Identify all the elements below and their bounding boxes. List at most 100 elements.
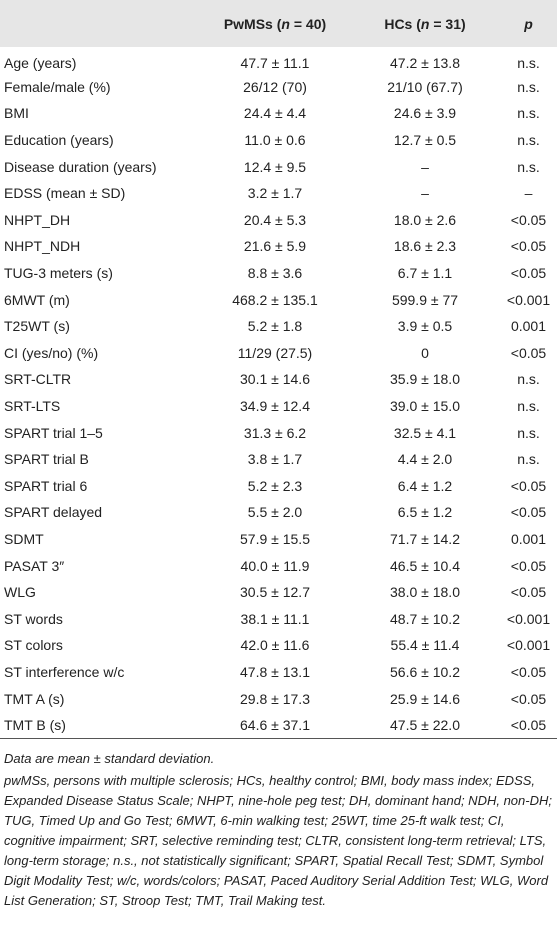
- cell: <0.05: [510, 211, 547, 228]
- table-row: SDMT 57.9 ± 15.5 71.7 ± 14.2 0.001: [0, 526, 557, 553]
- cell: 8.8 ± 3.6: [247, 265, 303, 282]
- cell: 32.5 ± 4.1: [393, 424, 457, 441]
- cell: 6.7 ± 1.1: [397, 265, 453, 282]
- row-label: TMT A (s): [4, 690, 65, 707]
- cell: n.s.: [517, 451, 540, 468]
- cell: 0: [421, 344, 429, 361]
- row-label: WLG: [4, 584, 36, 601]
- row-label: TMT B (s): [4, 716, 66, 733]
- cell: <0.05: [510, 238, 547, 255]
- cell: –: [524, 185, 533, 202]
- cell: 21/10 (67.7): [387, 78, 463, 95]
- cell: 64.6 ± 37.1: [240, 716, 310, 733]
- table-row: SPART trial 1–5 31.3 ± 6.2 32.5 ± 4.1 n.s.: [0, 419, 557, 446]
- table-row: SPART trial B 3.8 ± 1.7 4.4 ± 2.0 n.s.: [0, 446, 557, 473]
- cell: 11.0 ± 0.6: [244, 132, 306, 149]
- row-label: T25WT (s): [4, 318, 70, 335]
- row-label: SRT-LTS: [4, 398, 61, 415]
- table-row: NHPT_NDH 21.6 ± 5.9 18.6 ± 2.3 <0.05: [0, 233, 557, 260]
- cell: 56.6 ± 10.2: [390, 663, 460, 680]
- table-row: CI (yes/no) (%) 11/29 (27.5) 0 <0.05: [0, 340, 557, 367]
- row-label: SPART trial 1–5: [4, 424, 103, 441]
- table-row: 6MWT (m) 468.2 ± 135.1 599.9 ± 77 <0.001: [0, 286, 557, 313]
- row-label: BMI: [4, 105, 29, 122]
- footnotes: Data are mean ± standard deviation. pwMSs…: [0, 739, 557, 911]
- table-header: PwMSs (n = 40) HCs (n = 31) p: [0, 0, 557, 47]
- header-text: n: [281, 15, 290, 32]
- cell: 21.6 ± 5.9: [243, 238, 307, 255]
- cell: 599.9 ± 77: [391, 291, 459, 308]
- header-cell: p: [500, 0, 557, 47]
- table-row: SRT-LTS 34.9 ± 12.4 39.0 ± 15.0 n.s.: [0, 393, 557, 420]
- header-text: = 31): [429, 15, 466, 32]
- cell: 47.7 ± 11.1: [240, 54, 310, 71]
- header-cell: HCs (n = 31): [350, 0, 500, 47]
- row-label: SPART trial 6: [4, 477, 88, 494]
- row-label: NHPT_DH: [4, 211, 71, 228]
- cell: 12.4 ± 9.5: [243, 158, 307, 175]
- cell: n.s.: [517, 424, 540, 441]
- cell: 3.9 ± 0.5: [397, 318, 453, 335]
- table-row: Age (years) 47.7 ± 11.1 47.2 ± 13.8 n.s.: [0, 47, 557, 74]
- row-label: SPART trial B: [4, 451, 89, 468]
- cell: <0.001: [506, 291, 551, 308]
- cell: n.s.: [517, 132, 540, 149]
- row-label: CI (yes/no) (%): [4, 344, 99, 361]
- cell: <0.05: [510, 716, 547, 733]
- cell: <0.05: [510, 265, 547, 282]
- cell: 57.9 ± 15.5: [240, 530, 310, 547]
- cell: 20.4 ± 5.3: [243, 211, 307, 228]
- cell: 18.0 ± 2.6: [393, 211, 457, 228]
- row-label: SPART delayed: [4, 504, 103, 521]
- cell: 47.8 ± 13.1: [240, 663, 310, 680]
- cell: 55.4 ± 11.4: [390, 637, 460, 654]
- cell: 5.2 ± 1.8: [247, 318, 303, 335]
- cell: 6.4 ± 1.2: [397, 477, 453, 494]
- row-label: PASAT 3″: [4, 557, 65, 574]
- cell: <0.001: [506, 610, 551, 627]
- row-label: ST colors: [4, 637, 63, 654]
- header-text: n: [420, 15, 430, 32]
- cell: <0.05: [510, 690, 547, 707]
- row-label: SRT-CLTR: [4, 371, 72, 388]
- cell: <0.05: [510, 344, 547, 361]
- cell: 468.2 ± 135.1: [232, 291, 318, 308]
- row-label: Education (years): [4, 132, 114, 149]
- cell: 31.3 ± 6.2: [243, 424, 307, 441]
- row-label: Disease duration (years): [4, 158, 157, 175]
- cell: 0.001: [510, 530, 547, 547]
- header-row: PwMSs (n = 40) HCs (n = 31) p: [0, 0, 557, 47]
- cell: n.s.: [517, 105, 540, 122]
- table-row: TUG-3 meters (s) 8.8 ± 3.6 6.7 ± 1.1 <0.05: [0, 260, 557, 287]
- table-row: ST colors 42.0 ± 11.6 55.4 ± 11.4 <0.001: [0, 632, 557, 659]
- cell: 6.5 ± 1.2: [397, 504, 453, 521]
- header-text: p: [524, 15, 533, 32]
- cell: n.s.: [517, 78, 540, 95]
- row-label: ST words: [4, 610, 63, 627]
- cell: <0.05: [510, 557, 547, 574]
- table-row: TMT A (s) 29.8 ± 17.3 25.9 ± 14.6 <0.05: [0, 685, 557, 712]
- header-text: HCs (: [384, 15, 421, 32]
- table-row: PASAT 3″ 40.0 ± 11.9 46.5 ± 10.4 <0.05: [0, 552, 557, 579]
- cell: <0.05: [510, 477, 547, 494]
- cell: 39.0 ± 15.0: [390, 398, 460, 415]
- table-row: TMT B (s) 64.6 ± 37.1 47.5 ± 22.0 <0.05: [0, 712, 557, 739]
- cell: 38.1 ± 11.1: [240, 610, 310, 627]
- cell: 30.5 ± 12.7: [240, 584, 310, 601]
- header-cell: PwMSs (n = 40): [200, 0, 350, 47]
- cell: 47.2 ± 13.8: [390, 54, 460, 71]
- data-table: PwMSs (n = 40) HCs (n = 31) p Age (years) 4…: [0, 0, 557, 739]
- table-row: EDSS (mean ± SD) 3.2 ± 1.7 – –: [0, 180, 557, 207]
- cell: <0.05: [510, 663, 547, 680]
- cell: 26/12 (70): [243, 78, 307, 95]
- table-row: NHPT_DH 20.4 ± 5.3 18.0 ± 2.6 <0.05: [0, 207, 557, 234]
- row-label: Female/male (%): [4, 78, 111, 95]
- cell: –: [421, 158, 429, 175]
- table-row: Disease duration (years) 12.4 ± 9.5 – n.s.: [0, 153, 557, 180]
- table-row: ST words 38.1 ± 11.1 48.7 ± 10.2 <0.001: [0, 605, 557, 632]
- row-label: TUG-3 meters (s): [4, 265, 113, 282]
- table-body: Age (years) 47.7 ± 11.1 47.2 ± 13.8 n.s. Fem…: [0, 47, 557, 739]
- cell: 24.4 ± 4.4: [243, 105, 307, 122]
- row-label: SDMT: [4, 530, 44, 547]
- cell: 47.5 ± 22.0: [390, 716, 460, 733]
